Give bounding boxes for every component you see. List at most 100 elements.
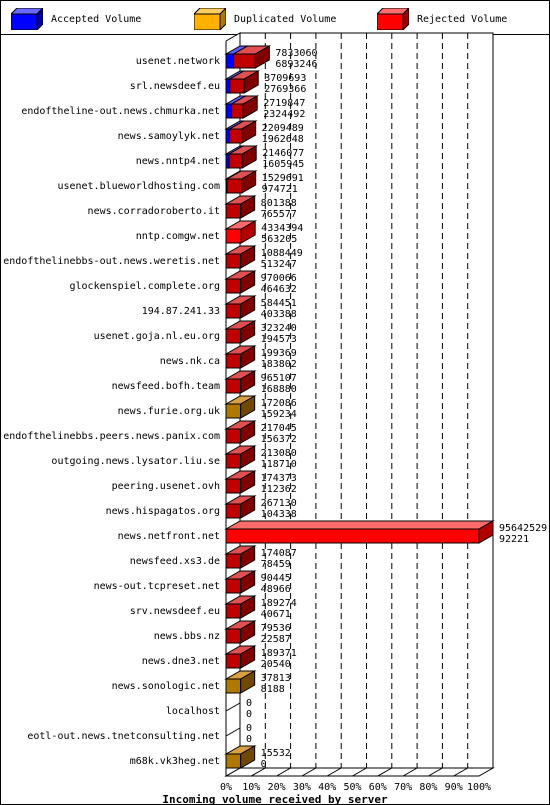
bar-rejected-front xyxy=(228,153,243,169)
server-label: eotl-out.news.tnetconsulting.net xyxy=(27,731,220,742)
value-rejected-label: 2769366 xyxy=(264,84,306,95)
bar-rejected-front xyxy=(226,178,243,194)
floor-gridline xyxy=(301,767,317,777)
bar-duplicated-side xyxy=(240,745,256,769)
value-rejected-label: 765577 xyxy=(261,209,297,220)
server-label: news.sonologic.net xyxy=(112,681,220,692)
x-tick-label: 10% xyxy=(242,782,260,793)
empty-bar-marker xyxy=(225,727,241,737)
bar-duplicated-front xyxy=(225,403,242,419)
value-rejected-label: 563205 xyxy=(261,234,297,245)
value-rejected-label: 40671 xyxy=(261,609,291,620)
bar-rejected-side xyxy=(478,520,494,544)
value-total-label: 95642529 xyxy=(499,523,547,534)
server-label: usenet.blueworldhosting.com xyxy=(57,181,220,192)
x-tick-label: 90% xyxy=(445,782,463,793)
floor-gridline xyxy=(352,767,367,777)
value-rejected-label: 8188 xyxy=(261,684,285,695)
value-total-label: 199369 xyxy=(261,348,297,359)
floor-gridline xyxy=(251,767,266,777)
value-rejected-label: 974721 xyxy=(262,184,298,195)
value-rejected-label: 1605945 xyxy=(262,159,304,170)
server-label: news.nntp4.net xyxy=(136,156,220,167)
bar-rejected-side xyxy=(240,320,256,344)
server-label: usenet.goja.nl.eu.org xyxy=(94,331,220,342)
server-label: endoftheline-out.news.chmurka.net xyxy=(21,106,220,117)
bar-accepted-front xyxy=(225,78,231,94)
server-label: m68k.vk3heg.net xyxy=(130,756,220,767)
bar-rejected-side xyxy=(240,595,256,619)
value-total-label: 2146077 xyxy=(262,148,304,159)
value-total-label: 2209489 xyxy=(262,123,304,134)
bar-rejected-front xyxy=(225,528,480,544)
value-total-label: 90445 xyxy=(261,573,291,584)
x-tick-label: 0% xyxy=(220,782,232,793)
bar-rejected-side xyxy=(240,295,256,319)
value-rejected-label: 92221 xyxy=(499,534,529,545)
server-label: news.dne3.net xyxy=(142,656,220,667)
bar-rejected-side xyxy=(242,95,258,119)
bar-rejected-front xyxy=(225,228,242,244)
bar-duplicated-front xyxy=(225,678,242,694)
value-total-label: 217045 xyxy=(261,423,297,434)
bar-rejected-front xyxy=(225,278,242,294)
server-label: endofthelinebbs.peers.news.panix.com xyxy=(3,431,220,442)
value-total-label: 189371 xyxy=(261,648,297,659)
server-label: peering.usenet.ovh xyxy=(112,481,220,492)
bar-rejected-top xyxy=(224,520,495,530)
value-rejected-label: 104338 xyxy=(261,509,297,520)
value-rejected-label: 464632 xyxy=(261,284,297,295)
x-tick-label: 30% xyxy=(293,782,311,793)
x-tick-label: 80% xyxy=(419,782,437,793)
accepted-swatch-icon xyxy=(11,8,43,30)
server-label: srv.newsdeef.eu xyxy=(130,606,220,617)
value-rejected-label: 78459 xyxy=(261,559,291,570)
value-rejected-label: 2324492 xyxy=(263,109,305,120)
value-rejected-label: 194573 xyxy=(261,334,297,345)
bar-rejected-side xyxy=(240,195,256,219)
bar-rejected-front xyxy=(225,353,242,369)
bar-rejected-front xyxy=(225,653,242,669)
x-tick-label: 70% xyxy=(394,782,412,793)
value-total-label: 213080 xyxy=(261,448,297,459)
bar-rejected-front xyxy=(225,428,242,444)
value-rejected-label: 156372 xyxy=(261,434,297,445)
floor-gridline xyxy=(326,767,342,777)
legend-label-accepted: Accepted Volume xyxy=(51,14,142,25)
server-label: srl.newsdeef.eu xyxy=(130,81,220,92)
bar-rejected-side xyxy=(240,570,256,594)
bar-rejected-front xyxy=(225,253,242,269)
x-tick-label: 50% xyxy=(343,782,361,793)
bar-rejected-side xyxy=(240,345,256,369)
value-rejected-label: 183802 xyxy=(261,359,297,370)
server-label: outgoing.news.lysator.liu.se xyxy=(51,456,220,467)
bar-rejected-side xyxy=(240,420,256,444)
value-rejected-label: 6893246 xyxy=(275,59,317,70)
server-label: usenet.network xyxy=(136,56,220,67)
bar-rejected-side xyxy=(240,645,256,669)
server-label: glockenspiel.complete.org xyxy=(69,281,220,292)
bar-rejected-side xyxy=(241,120,257,144)
server-label: nntp.comgw.net xyxy=(136,231,220,242)
floor-gridline xyxy=(453,767,468,777)
legend: Accepted Volume Duplicated Volume Reject… xyxy=(1,1,549,35)
value-total-label: 0 xyxy=(246,698,252,709)
bar-rejected-side xyxy=(240,620,256,644)
bar-rejected-front xyxy=(233,53,256,69)
x-tick-label: 20% xyxy=(268,782,286,793)
x-tick-label: 100% xyxy=(467,782,491,793)
bar-rejected-side xyxy=(243,70,259,94)
server-label: news.netfront.net xyxy=(118,531,220,542)
value-rejected-label: 0 xyxy=(246,734,252,745)
bar-rejected-front xyxy=(229,128,243,144)
server-label: endofthelinebbs-out.news.weretis.net xyxy=(3,256,220,267)
server-label: news.nk.ca xyxy=(160,356,220,367)
bar-rejected-side xyxy=(240,245,256,269)
value-rejected-label: 403388 xyxy=(261,309,297,320)
bar-rejected-front xyxy=(229,78,245,94)
value-rejected-label: 48966 xyxy=(261,584,291,595)
server-label: localhost xyxy=(166,706,220,717)
value-total-label: 1088449 xyxy=(261,248,303,259)
empty-bar-marker xyxy=(225,702,241,712)
